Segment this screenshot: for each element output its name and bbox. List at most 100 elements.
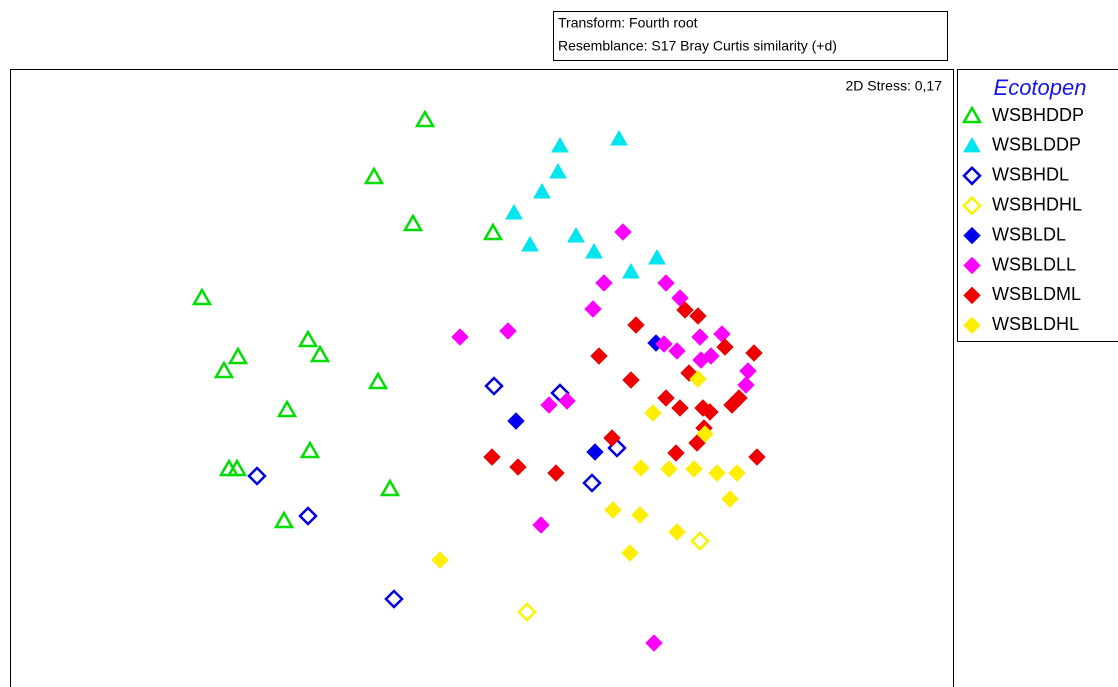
point: [690, 531, 710, 551]
point: [226, 458, 248, 477]
point: [521, 235, 539, 252]
point: [745, 344, 763, 362]
point: [484, 376, 504, 396]
point: [551, 136, 569, 153]
point: [631, 506, 649, 524]
legend-marker: [963, 286, 981, 305]
point: [627, 316, 645, 334]
point: [721, 490, 739, 508]
legend-marker: [961, 105, 983, 124]
legend-label: WSBHDHL: [992, 194, 1082, 214]
point: [191, 287, 213, 306]
point: [590, 347, 608, 365]
point: [655, 335, 673, 353]
point: [632, 459, 650, 477]
legend-marker: [962, 166, 982, 186]
point: [509, 458, 527, 476]
point: [533, 182, 551, 199]
point: [532, 516, 550, 534]
point: [247, 466, 267, 486]
point: [505, 203, 523, 220]
legend-box: [957, 69, 1118, 342]
legend-marker: [962, 195, 982, 216]
point: [604, 501, 622, 519]
point: [586, 443, 604, 461]
point: [549, 162, 567, 179]
point: [696, 425, 714, 443]
point: [309, 344, 331, 363]
legend-label: WSBLDL: [992, 224, 1066, 244]
point: [668, 523, 686, 541]
point: [692, 351, 710, 369]
point: [688, 434, 706, 452]
point: [227, 346, 249, 365]
transform-label: Transform: Fourth root: [558, 15, 698, 31]
resemblance-label: Resemblance: S17 Bray Curtis similarity …: [558, 38, 837, 54]
point: [614, 223, 632, 241]
point: [716, 338, 734, 356]
point: [595, 274, 613, 292]
point: [414, 109, 436, 128]
legend-label: WSBHDDP: [992, 105, 1084, 125]
info-box: [553, 11, 948, 61]
point: [723, 396, 741, 414]
point: [507, 412, 525, 430]
point: [273, 510, 295, 529]
point: [748, 448, 766, 466]
point: [621, 544, 639, 562]
point: [298, 506, 318, 526]
legend-label: WSBLDDP: [992, 135, 1081, 155]
point: [737, 376, 755, 394]
point: [431, 551, 449, 569]
legend-marker: [963, 136, 981, 153]
point: [276, 399, 298, 418]
point: [584, 300, 602, 318]
point: [367, 371, 389, 390]
point: [582, 473, 602, 493]
point: [297, 329, 319, 348]
point: [728, 464, 746, 482]
legend-title: Ecotopen: [994, 75, 1087, 100]
legend-label: WSBLDLL: [992, 254, 1076, 274]
plot-area: [10, 69, 954, 687]
point: [648, 248, 666, 265]
point: [540, 396, 558, 414]
point: [691, 328, 709, 346]
point: [603, 429, 621, 447]
point: [660, 460, 678, 478]
point: [547, 464, 565, 482]
legend-marker: [963, 316, 981, 335]
point: [708, 464, 726, 482]
point: [499, 322, 517, 340]
legend-label: WSBLDML: [992, 284, 1081, 304]
point: [657, 389, 675, 407]
legend-marker: [963, 226, 981, 245]
point: [517, 602, 537, 622]
point: [622, 371, 640, 389]
point: [451, 328, 469, 346]
point: [213, 360, 235, 379]
point: [644, 404, 662, 422]
point: [610, 129, 628, 146]
point: [657, 274, 675, 292]
point: [701, 403, 719, 421]
point: [645, 634, 663, 652]
point: [363, 166, 385, 185]
legend-marker: [963, 256, 981, 275]
point: [668, 342, 686, 360]
point: [482, 222, 504, 241]
point: [671, 289, 689, 307]
legend-label: WSBHDL: [992, 165, 1069, 185]
point: [676, 301, 694, 319]
stress-label: 2D Stress: 0,17: [846, 78, 943, 94]
point: [585, 242, 603, 259]
point: [671, 399, 689, 417]
point: [689, 307, 707, 325]
point: [384, 589, 404, 609]
point: [622, 262, 640, 279]
point: [689, 370, 707, 388]
point: [685, 460, 703, 478]
point: [379, 478, 401, 497]
